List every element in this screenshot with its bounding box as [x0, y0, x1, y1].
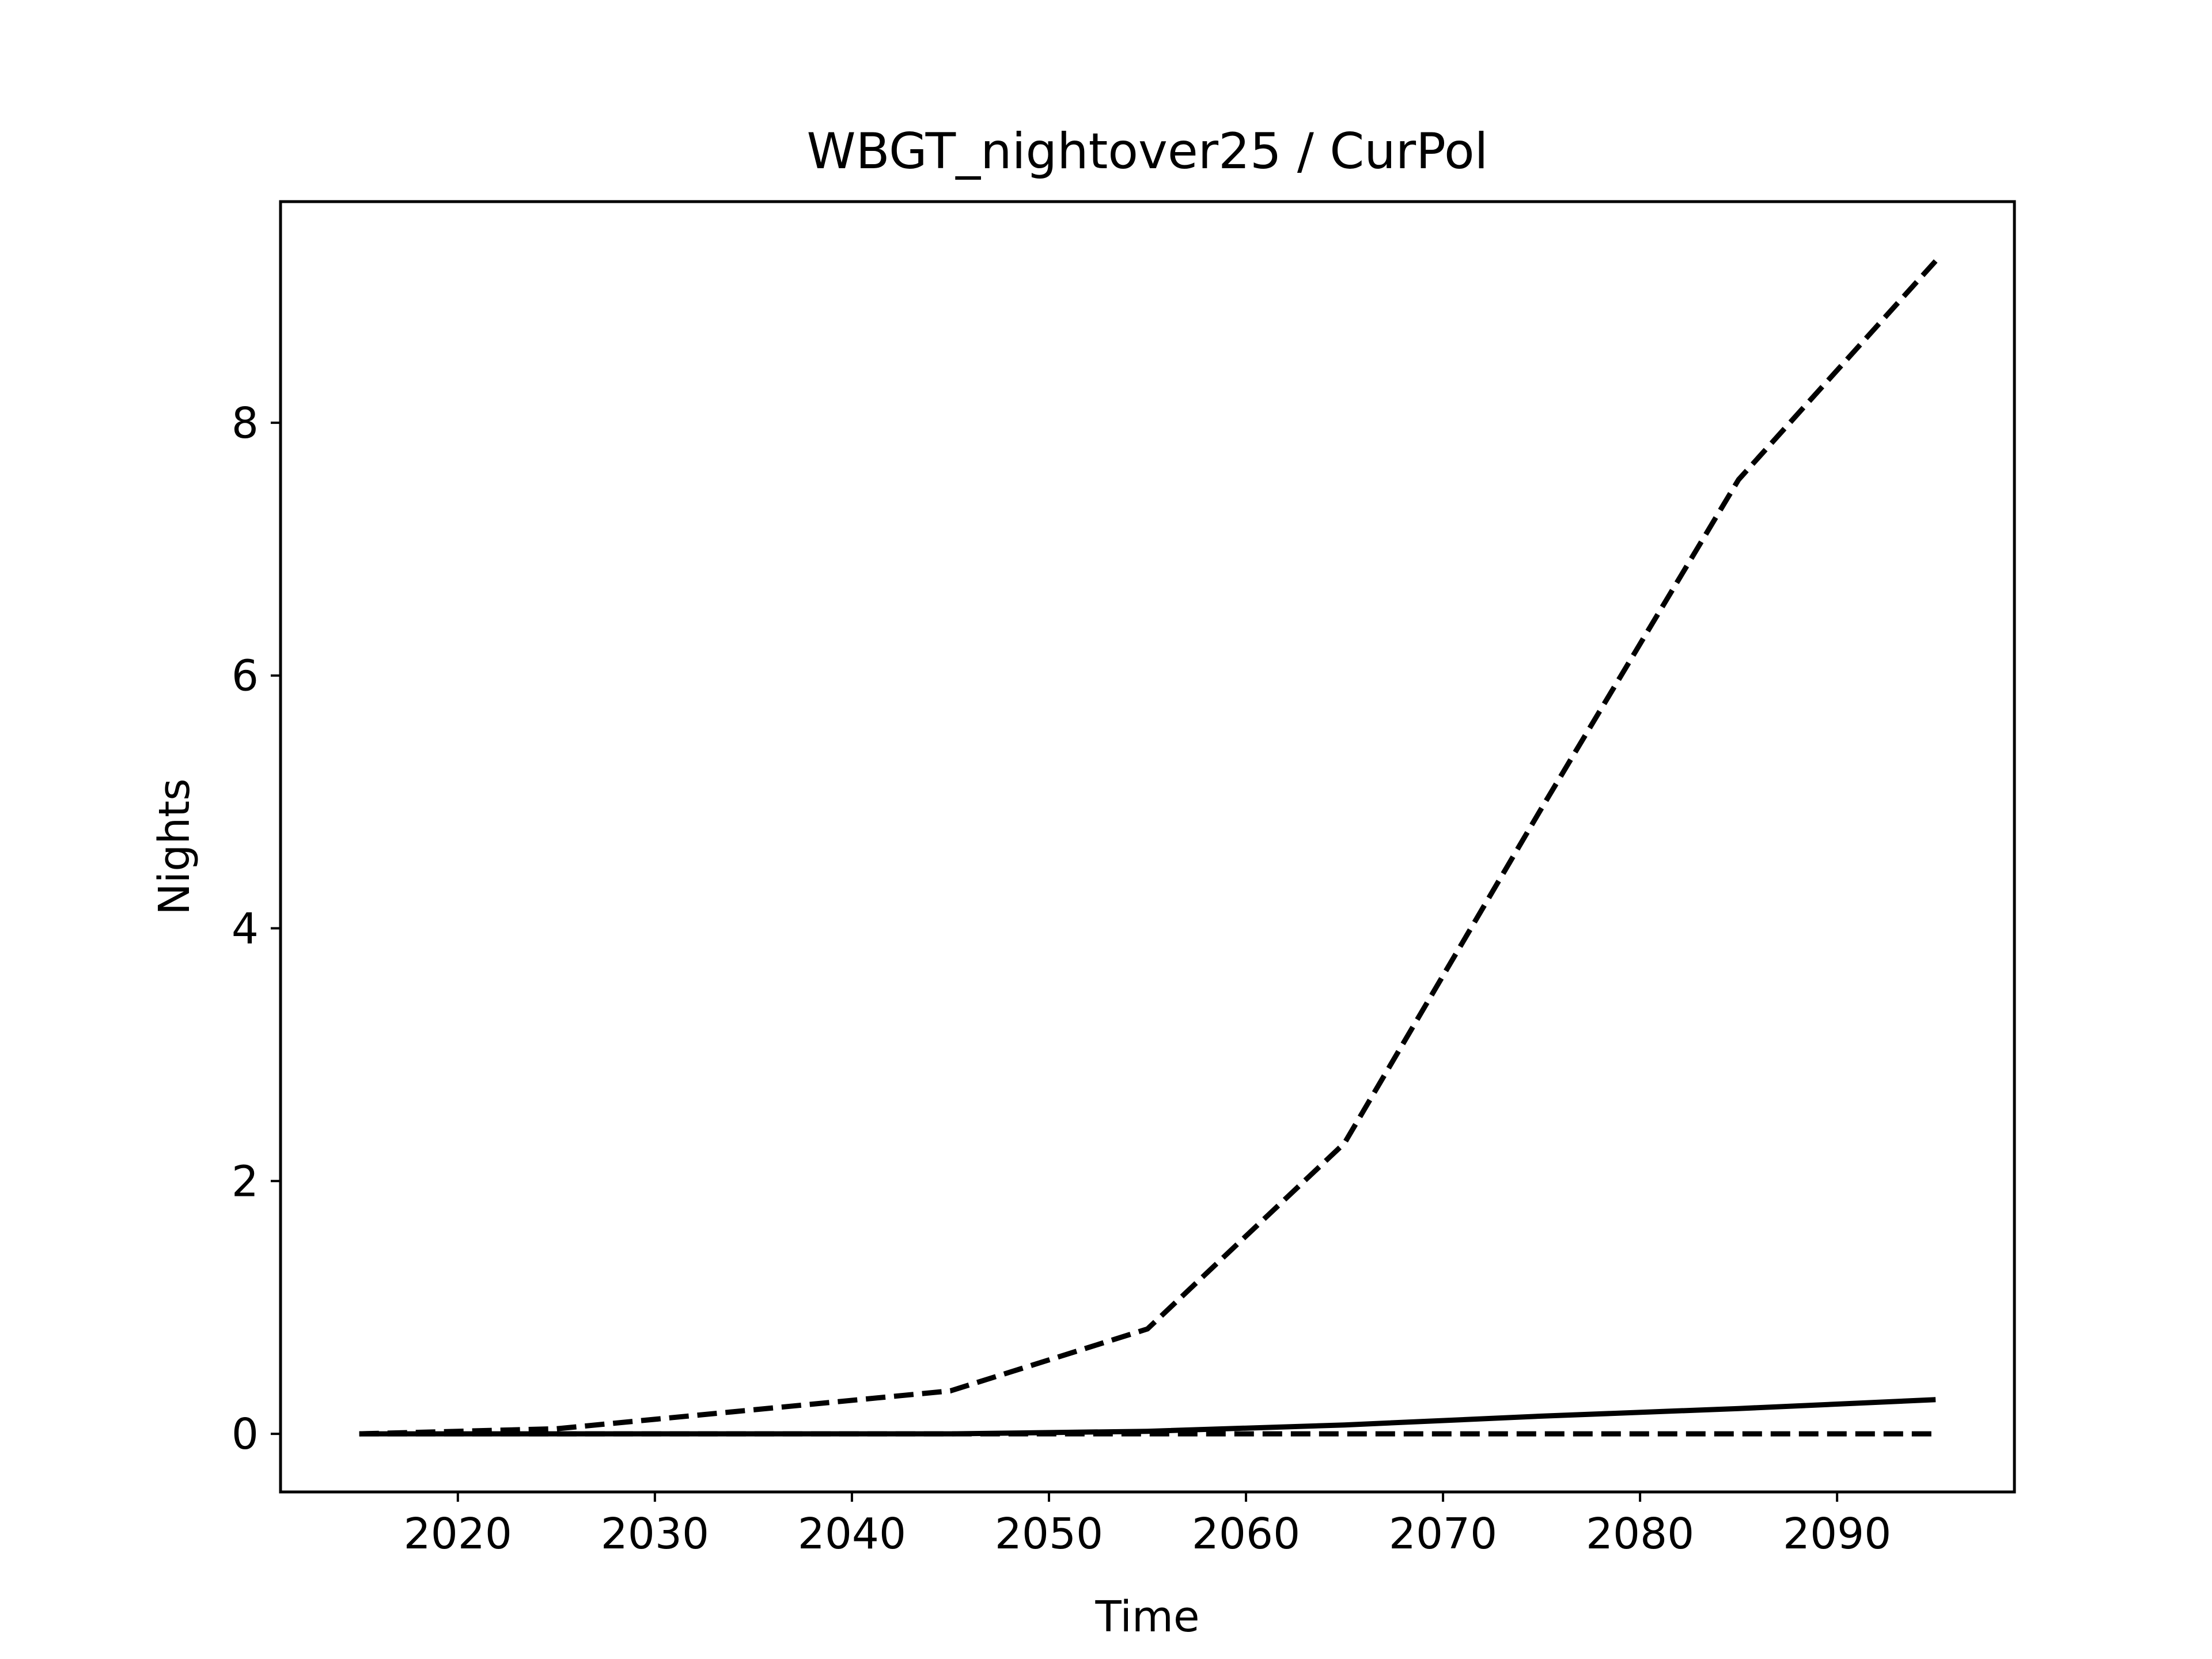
- series-layer: [359, 259, 1938, 1437]
- y-tick-label: 8: [232, 399, 259, 448]
- chart-title: WBGT_nightover25 / CurPol: [807, 123, 1488, 180]
- x-tick-label: 2090: [1783, 1509, 1891, 1559]
- y-tick-label: 0: [232, 1410, 259, 1459]
- plot-frame: [279, 200, 2016, 1494]
- y-tick-label: 4: [232, 904, 259, 954]
- x-tick-label: 2060: [1192, 1509, 1300, 1559]
- x-tick-label: 2040: [798, 1509, 906, 1559]
- x-axis-label: Time: [1094, 1592, 1199, 1642]
- x-tick-label: 2050: [995, 1509, 1103, 1559]
- series-line-1: [359, 259, 1938, 1437]
- x-tick-label: 2020: [404, 1509, 512, 1559]
- x-tick-label: 2030: [601, 1509, 709, 1559]
- y-tick-label: 6: [232, 652, 259, 701]
- x-tick-label: 2070: [1389, 1509, 1497, 1559]
- y-tick-label: 2: [232, 1157, 259, 1206]
- series-line-2: [359, 1397, 1936, 1437]
- x-tick-label: 2080: [1586, 1509, 1694, 1559]
- y-axis-label: Nights: [150, 778, 199, 915]
- tick-layer: 2020 2030 2040 2050 2060 2070 2080 2090 0 2 4 6 8: [232, 399, 1891, 1559]
